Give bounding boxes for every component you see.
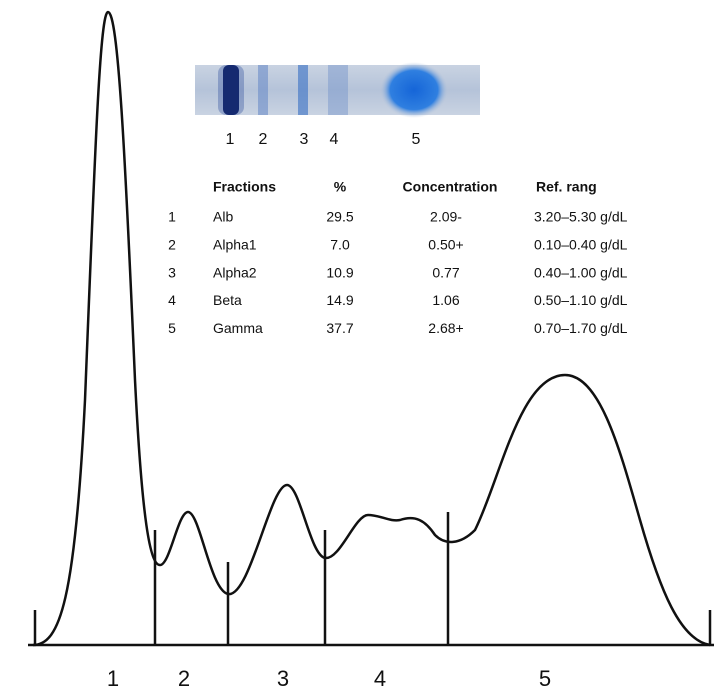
table-cell: 0.10–0.40 g/dL: [534, 237, 628, 253]
table-cell: 10.9: [326, 264, 353, 280]
table-cell: 0.50+: [428, 237, 463, 253]
table-cell: 37.7: [326, 320, 353, 336]
gel-label: 1: [226, 131, 235, 148]
table-cell: 29.5: [326, 209, 353, 225]
gel-label: 4: [330, 131, 339, 148]
table-cell: 3: [168, 264, 176, 280]
table-cell: 3.20–5.30 g/dL: [534, 209, 628, 225]
table-cell: 1: [168, 209, 176, 225]
fraction-label: 5: [539, 666, 551, 691]
table-cell: 7.0: [330, 237, 350, 253]
table-cell: 0.70–1.70 g/dL: [534, 320, 628, 336]
table-header: Fractions: [213, 179, 276, 195]
table-cell: Gamma: [213, 320, 263, 336]
gel-label: 3: [300, 131, 309, 148]
gel-label: 5: [412, 131, 421, 148]
table-header: Ref. rang: [536, 179, 597, 195]
fraction-label: 4: [374, 666, 386, 691]
table-cell: 2.09-: [430, 209, 462, 225]
table-cell: Alpha2: [213, 264, 257, 280]
table-header: Concentration: [403, 179, 498, 195]
table-cell: 1.06: [432, 292, 459, 308]
table-cell: 2: [168, 237, 176, 253]
gel-strip: [195, 62, 480, 118]
table-cell: 0.77: [432, 264, 459, 280]
electrophoresis-diagram: 1 2 3 4 5 Fractions% Concentration Ref. rang 1 Al…: [0, 0, 718, 693]
fraction-label: 1: [107, 666, 119, 691]
table-cell: Alpha1: [213, 237, 257, 253]
fraction-label: 2: [178, 666, 190, 691]
gel-label: 2: [259, 131, 268, 148]
table-header: %: [334, 179, 347, 195]
table-cell: 0.40–1.00 g/dL: [534, 264, 628, 280]
table-cell: Beta: [213, 292, 242, 308]
table-cell: 2.68+: [428, 320, 463, 336]
table-cell: 0.50–1.10 g/dL: [534, 292, 628, 308]
table-cell: 5: [168, 320, 176, 336]
fraction-label: 3: [277, 666, 289, 691]
table-cell: 4: [168, 292, 176, 308]
table-cell: Alb: [213, 209, 233, 225]
table-cell: 14.9: [326, 292, 353, 308]
